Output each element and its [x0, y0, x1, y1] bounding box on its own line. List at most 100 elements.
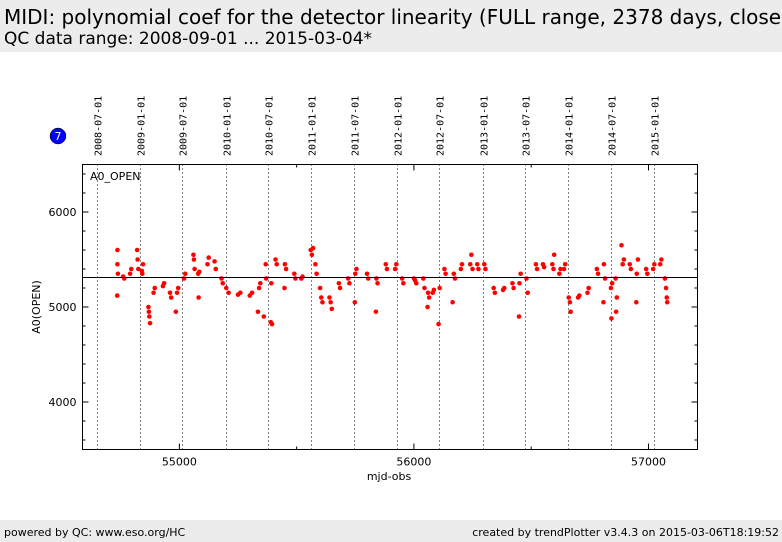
- data-point: [191, 252, 196, 258]
- data-point: [425, 290, 431, 296]
- data-point: [309, 252, 315, 258]
- data-point: [223, 285, 229, 291]
- data-point: [273, 257, 278, 262]
- data-point: [620, 261, 625, 267]
- data-point: [256, 285, 262, 291]
- data-point: [562, 261, 568, 267]
- data-point: [595, 271, 601, 277]
- data-point: [320, 299, 325, 305]
- footer: powered by QC: www.eso.org/HC created by…: [0, 520, 782, 542]
- date-label: 2014-01-01: [565, 96, 576, 156]
- data-point: [115, 247, 120, 253]
- data-point: [510, 280, 515, 286]
- data-point: [481, 261, 487, 267]
- data-point: [205, 261, 210, 267]
- data-point: [261, 314, 267, 319]
- data-point: [431, 287, 437, 293]
- data-point: [561, 266, 567, 272]
- data-point: [645, 271, 650, 277]
- y-tick-label: 5000: [49, 301, 77, 314]
- date-label: 2011-01-01: [308, 96, 319, 156]
- data-point: [313, 261, 318, 267]
- data-point: [375, 280, 380, 286]
- data-point: [134, 247, 140, 253]
- data-point: [282, 285, 287, 291]
- data-point: [533, 261, 539, 267]
- date-label: 2010-01-01: [223, 96, 234, 156]
- data-point: [263, 261, 268, 267]
- data-point: [293, 276, 298, 281]
- data-point: [249, 290, 255, 296]
- data-point: [121, 276, 127, 281]
- y-axis-label: A0(OPEN): [30, 280, 43, 334]
- data-point: [613, 309, 619, 315]
- data-point: [551, 266, 556, 272]
- data-point: [586, 285, 591, 291]
- data-point: [383, 261, 389, 267]
- data-point: [310, 245, 316, 251]
- data-point: [384, 266, 390, 272]
- data-point: [585, 290, 590, 296]
- data-point: [136, 266, 141, 272]
- data-point: [558, 266, 563, 272]
- data-point: [525, 290, 530, 296]
- x-axis-label: mjd-obs: [367, 470, 412, 483]
- data-point: [492, 290, 498, 296]
- badge-circle: [49, 127, 67, 145]
- data-point: [659, 257, 664, 262]
- data-point: [421, 276, 426, 281]
- data-point: [318, 295, 324, 300]
- data-point: [517, 280, 522, 286]
- data-point: [413, 280, 419, 286]
- data-point: [213, 266, 219, 272]
- data-point: [524, 276, 529, 281]
- badge: 7: [49, 127, 67, 145]
- data-point: [662, 276, 668, 281]
- data-point: [128, 266, 134, 272]
- data-point: [140, 261, 146, 267]
- data-point: [196, 295, 201, 300]
- data-point: [300, 274, 305, 279]
- data-point: [146, 309, 152, 315]
- data-point: [192, 266, 197, 272]
- data-point: [601, 261, 607, 267]
- data-point: [226, 290, 231, 296]
- data-point: [458, 266, 464, 272]
- data-point: [269, 321, 275, 327]
- x-tick-label: 57000: [631, 456, 666, 469]
- data-point: [147, 320, 153, 326]
- x-tick-label: 56000: [396, 456, 431, 469]
- data-point: [399, 276, 405, 281]
- date-label: 2009-07-01: [179, 96, 190, 156]
- x-tick-label: 55000: [162, 456, 197, 469]
- data-point: [628, 266, 634, 272]
- data-point: [282, 261, 288, 267]
- data-point: [443, 271, 448, 277]
- data-point: [483, 266, 488, 272]
- date-label: 2015-01-01: [651, 96, 662, 156]
- data-point: [182, 271, 188, 277]
- data-point: [518, 271, 523, 277]
- data-point: [650, 266, 656, 272]
- data-point: [327, 295, 332, 300]
- date-label: 2012-07-01: [436, 96, 447, 156]
- y-tick-label: 6000: [49, 206, 77, 219]
- data-point: [269, 280, 274, 286]
- data-point: [352, 299, 358, 305]
- data-point: [602, 276, 608, 281]
- badge-label: 7: [55, 130, 62, 143]
- page-title: MIDI: polynomial coef for the detector l…: [4, 5, 782, 29]
- data-point: [664, 295, 670, 300]
- data-point: [576, 293, 582, 298]
- data-point: [613, 276, 618, 281]
- date-label: 2010-07-01: [265, 96, 276, 156]
- data-point: [263, 276, 269, 281]
- data-point: [491, 285, 496, 291]
- data-point: [609, 316, 614, 321]
- data-point: [220, 280, 226, 286]
- data-point: [257, 280, 263, 286]
- data-point: [292, 271, 297, 277]
- data-point: [328, 299, 333, 305]
- data-point: [436, 321, 441, 327]
